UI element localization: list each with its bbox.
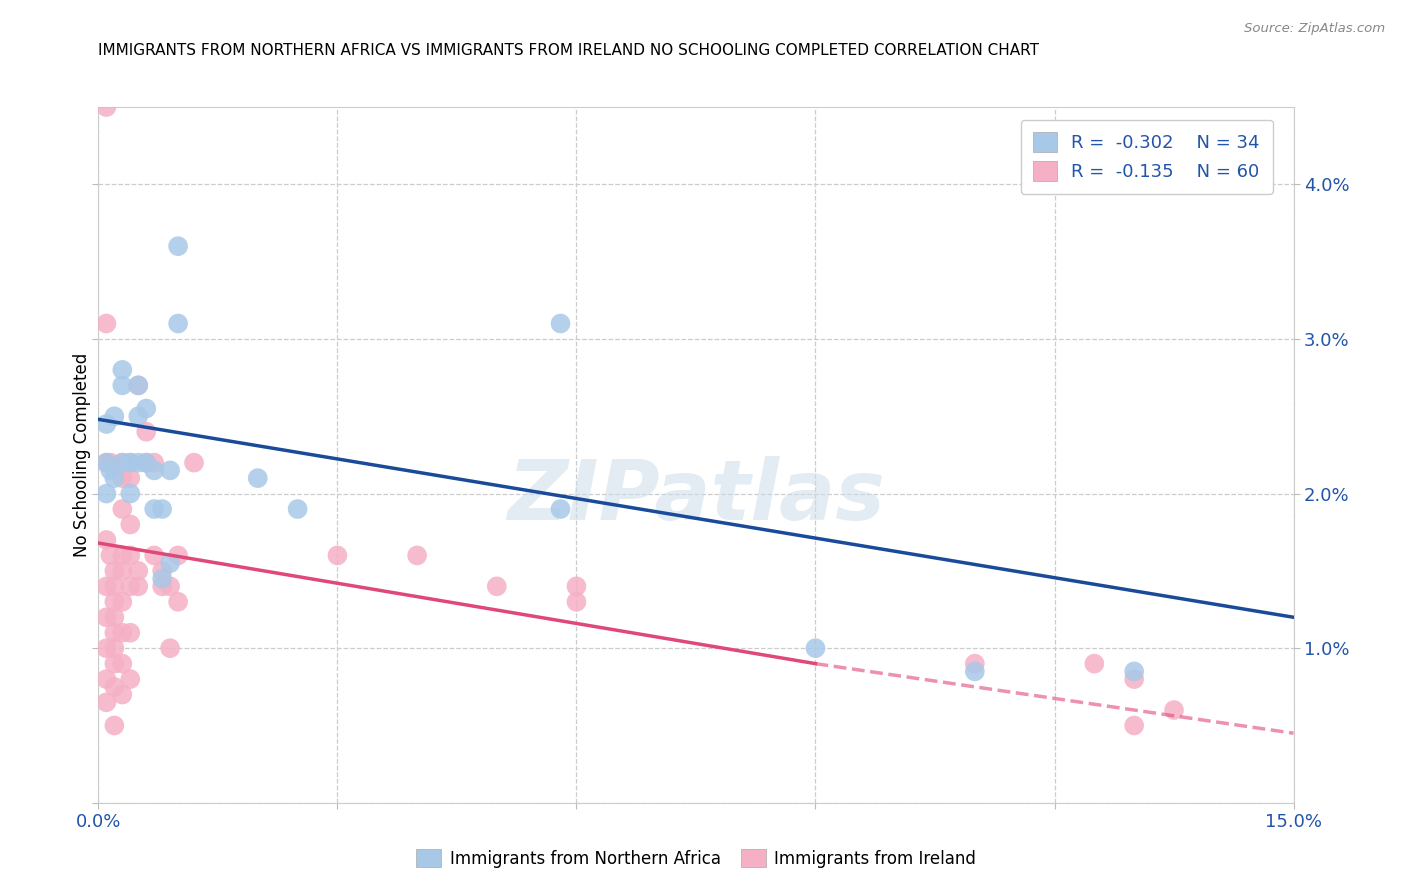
Point xyxy=(135,401,157,416)
Point xyxy=(326,549,349,563)
Point xyxy=(127,378,149,392)
Point xyxy=(120,486,142,500)
Point xyxy=(100,463,122,477)
Point xyxy=(127,378,149,392)
Point xyxy=(406,549,429,563)
Point xyxy=(96,533,118,547)
Point xyxy=(120,625,142,640)
Point xyxy=(246,471,269,485)
Point xyxy=(96,317,118,331)
Point xyxy=(167,317,190,331)
Point xyxy=(103,657,125,671)
Point xyxy=(96,417,118,431)
Point xyxy=(1123,718,1146,732)
Point xyxy=(287,502,309,516)
Point xyxy=(120,456,142,470)
Point xyxy=(96,486,118,500)
Point xyxy=(127,579,149,593)
Point xyxy=(103,718,125,732)
Point xyxy=(143,549,166,563)
Point xyxy=(111,564,134,578)
Point xyxy=(135,425,157,439)
Point xyxy=(565,579,588,593)
Point xyxy=(143,463,166,477)
Point xyxy=(167,549,190,563)
Point xyxy=(100,456,122,470)
Point xyxy=(135,456,157,470)
Point xyxy=(127,456,149,470)
Text: ZIPatlas: ZIPatlas xyxy=(508,456,884,537)
Point xyxy=(103,564,125,578)
Point xyxy=(127,409,149,424)
Point xyxy=(96,456,118,470)
Point xyxy=(1123,672,1146,686)
Point xyxy=(111,595,134,609)
Point xyxy=(100,549,122,563)
Point xyxy=(96,100,118,114)
Point xyxy=(103,680,125,694)
Point xyxy=(111,456,134,470)
Point xyxy=(550,502,572,516)
Point xyxy=(120,672,142,686)
Point xyxy=(96,579,118,593)
Point xyxy=(963,665,986,679)
Point xyxy=(150,579,173,593)
Point xyxy=(120,517,142,532)
Point xyxy=(111,363,134,377)
Point xyxy=(167,239,190,253)
Point xyxy=(103,610,125,624)
Point xyxy=(111,378,134,392)
Point xyxy=(111,625,134,640)
Point xyxy=(96,456,118,470)
Point xyxy=(111,549,134,563)
Point xyxy=(103,641,125,656)
Point xyxy=(96,672,118,686)
Point xyxy=(120,579,142,593)
Point xyxy=(96,695,118,709)
Point xyxy=(127,564,149,578)
Point xyxy=(111,502,134,516)
Legend: Immigrants from Northern Africa, Immigrants from Ireland: Immigrants from Northern Africa, Immigra… xyxy=(409,842,983,874)
Point xyxy=(111,471,134,485)
Point xyxy=(120,549,142,563)
Point xyxy=(103,625,125,640)
Point xyxy=(103,409,125,424)
Point xyxy=(159,556,181,570)
Point xyxy=(111,456,134,470)
Point xyxy=(150,572,173,586)
Text: IMMIGRANTS FROM NORTHERN AFRICA VS IMMIGRANTS FROM IRELAND NO SCHOOLING COMPLETE: IMMIGRANTS FROM NORTHERN AFRICA VS IMMIG… xyxy=(98,43,1039,58)
Point xyxy=(565,595,588,609)
Point xyxy=(135,456,157,470)
Point xyxy=(150,502,173,516)
Point xyxy=(1083,657,1105,671)
Point xyxy=(143,456,166,470)
Point xyxy=(804,641,827,656)
Point xyxy=(120,456,142,470)
Point xyxy=(96,610,118,624)
Point xyxy=(111,688,134,702)
Point xyxy=(159,641,181,656)
Point xyxy=(550,317,572,331)
Point xyxy=(103,471,125,485)
Point xyxy=(103,579,125,593)
Y-axis label: No Schooling Completed: No Schooling Completed xyxy=(73,353,91,557)
Point xyxy=(159,463,181,477)
Point xyxy=(1163,703,1185,717)
Point xyxy=(103,595,125,609)
Point xyxy=(159,579,181,593)
Point xyxy=(183,456,205,470)
Text: Source: ZipAtlas.com: Source: ZipAtlas.com xyxy=(1244,22,1385,36)
Point xyxy=(120,471,142,485)
Point xyxy=(143,502,166,516)
Point xyxy=(96,641,118,656)
Point xyxy=(485,579,508,593)
Point xyxy=(963,657,986,671)
Point xyxy=(1123,665,1146,679)
Point xyxy=(111,657,134,671)
Point xyxy=(150,564,173,578)
Point xyxy=(167,595,190,609)
